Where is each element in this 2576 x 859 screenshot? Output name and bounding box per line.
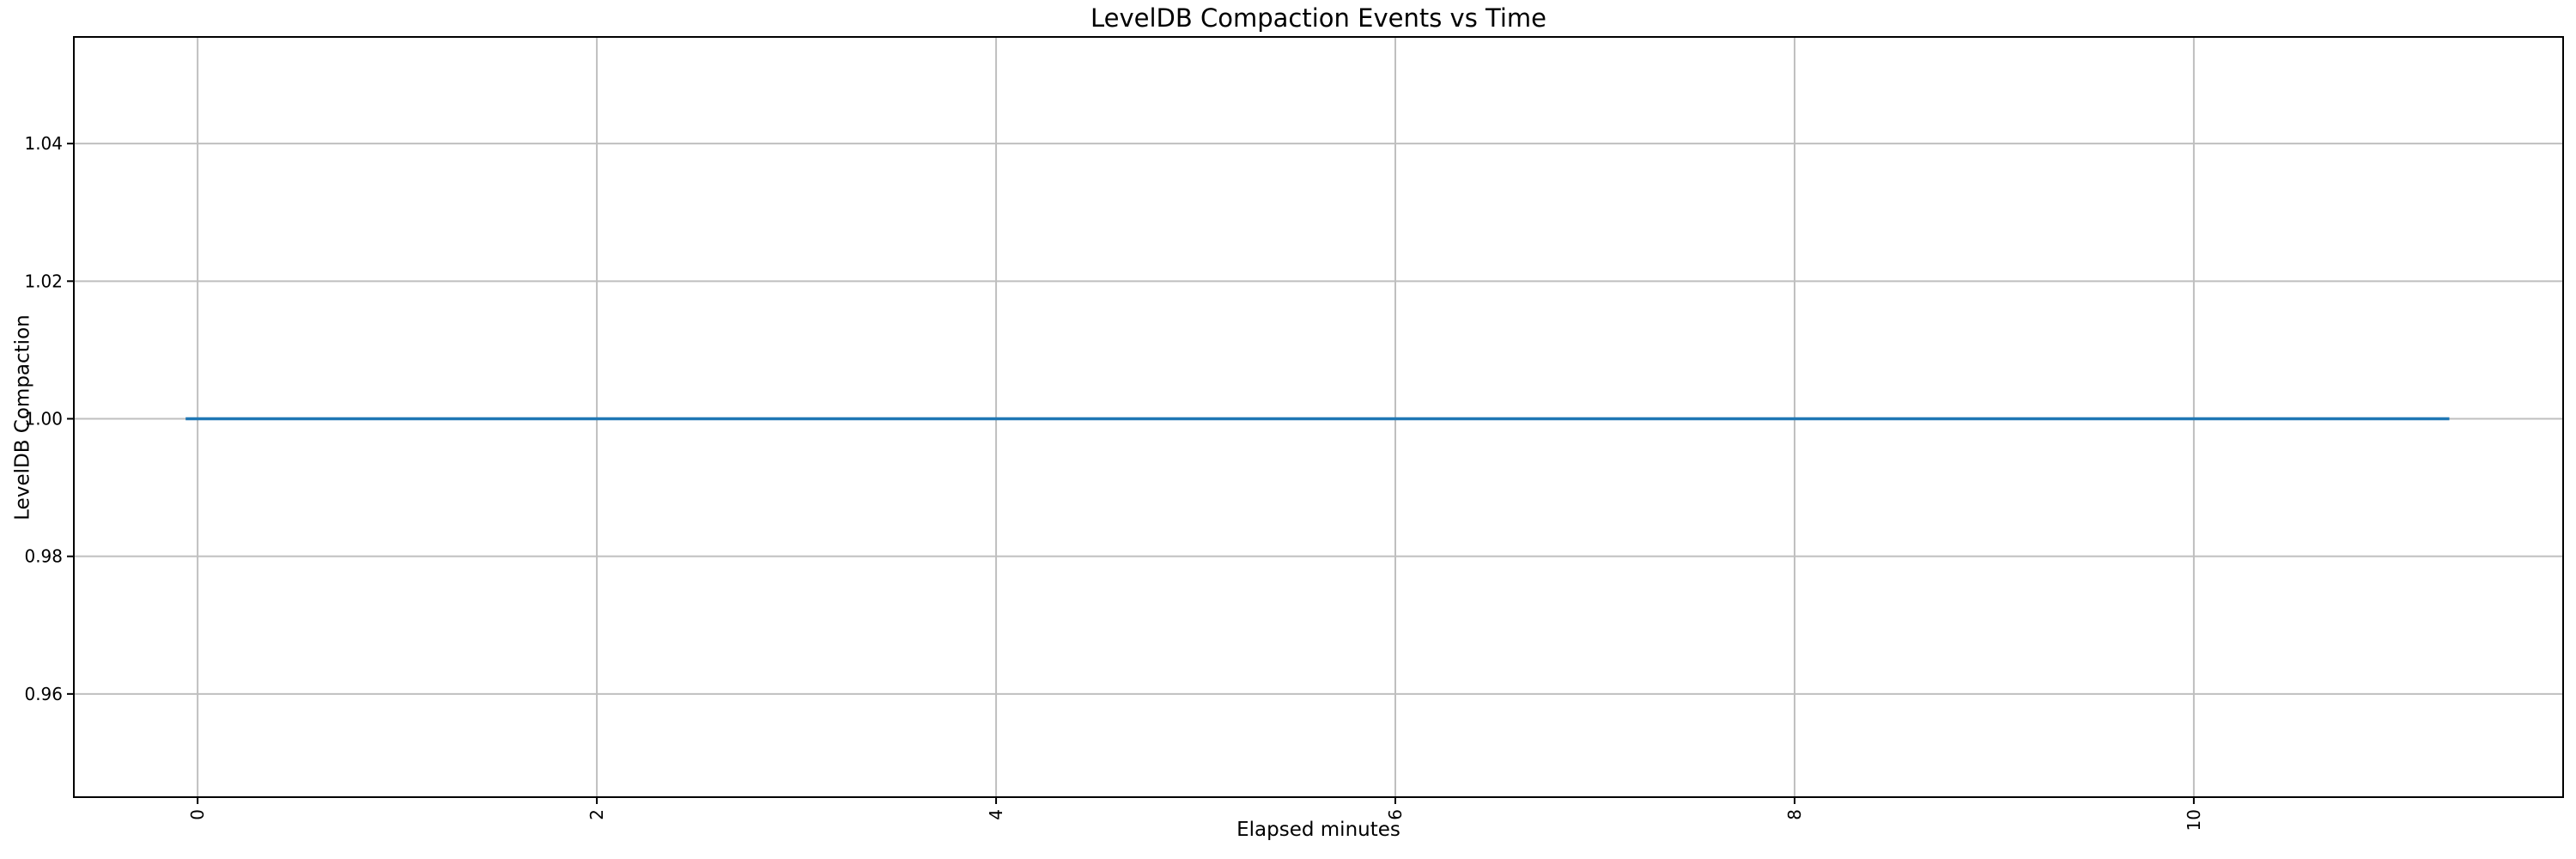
x-tick-label: 4 <box>986 809 1006 820</box>
y-tick-label: 1.02 <box>24 271 63 291</box>
y-axis-label: LevelDB Compaction <box>12 314 35 521</box>
y-tick-label: 1.04 <box>24 133 63 154</box>
x-tick-label: 10 <box>2184 809 2204 831</box>
x-tick-label: 8 <box>1784 809 1805 820</box>
x-tick-label: 0 <box>187 809 208 820</box>
x-axis-label: Elapsed minutes <box>1236 819 1400 841</box>
chart-title: LevelDB Compaction Events vs Time <box>1091 3 1546 33</box>
y-tick-label: 0.98 <box>24 546 63 567</box>
y-tick-label: 0.96 <box>24 684 63 704</box>
plot-border <box>73 36 2564 798</box>
x-tick-label: 2 <box>586 809 607 820</box>
y-axis-label-container: LevelDB Compaction <box>3 37 43 797</box>
x-tick-label: 6 <box>1385 809 1406 820</box>
y-tick-label: 1.00 <box>24 409 63 430</box>
